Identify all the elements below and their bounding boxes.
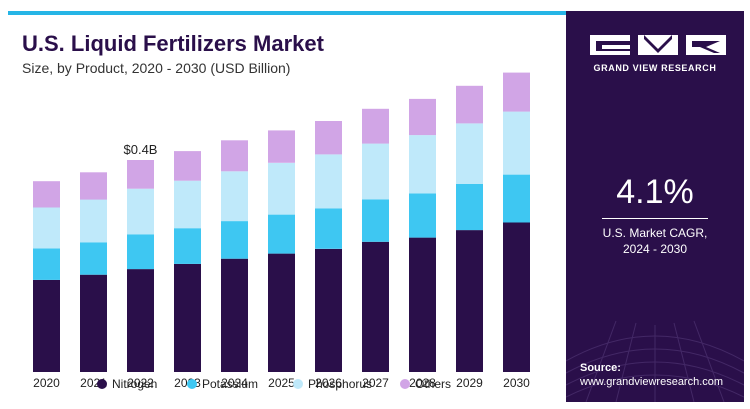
source-label: Source: (580, 362, 621, 374)
bar-others-2025 (268, 130, 295, 163)
chart-panel: U.S. Liquid Fertilizers Market Size, by … (8, 11, 566, 402)
bar-potassium-2023 (174, 228, 201, 264)
bar-others-2021 (80, 172, 107, 200)
bar-potassium-2026 (315, 208, 342, 249)
bar-nitrogen-2021 (80, 274, 107, 372)
chart-title: U.S. Liquid Fertilizers Market (22, 31, 324, 56)
bar-phosphorus-2021 (80, 199, 107, 243)
bar-others-2026 (315, 121, 342, 155)
bar-phosphorus-2020 (33, 207, 60, 249)
legend-label-phosphorus: Phosphorus (308, 377, 372, 391)
chart-subtitle: Size, by Product, 2020 - 2030 (USD Billi… (22, 60, 291, 76)
bar-nitrogen-2022 (127, 269, 154, 372)
bar-potassium-2022 (127, 234, 154, 270)
x-tick-label: 2029 (456, 376, 483, 390)
bar-nitrogen-2027 (362, 241, 389, 372)
bar-phosphorus-2023 (174, 180, 201, 229)
bar-others-2024 (221, 140, 248, 172)
bar-phosphorus-2027 (362, 143, 389, 200)
bar-phosphorus-2026 (315, 154, 342, 209)
x-tick-label: 2022 (127, 376, 154, 390)
x-tick-label: 2026 (315, 376, 342, 390)
bar-others-2022 (127, 160, 154, 189)
legend-swatch-nitrogen (97, 379, 107, 389)
bar-others-2028 (409, 98, 436, 136)
bar-potassium-2020 (33, 248, 60, 280)
bar-potassium-2029 (456, 184, 483, 231)
x-tick-label: 2025 (268, 376, 295, 390)
bar-phosphorus-2022 (127, 188, 154, 235)
legend: Nitrogen Potassium Phosphorus Others (97, 377, 451, 391)
bar-phosphorus-2025 (268, 162, 295, 215)
bar-others-2020 (33, 181, 60, 208)
bar-nitrogen-2023 (174, 263, 201, 372)
legend-label-others: Others (415, 377, 451, 391)
bar-nitrogen-2028 (409, 237, 436, 372)
x-tick-label: 2020 (33, 376, 60, 390)
brand-name: GRAND VIEW RESEARCH (593, 63, 717, 73)
bar-potassium-2021 (80, 242, 107, 275)
x-tick-label: 2028 (409, 376, 436, 390)
brand-panel: GRAND VIEW RESEARCH 4.1% U.S. Market CAG… (566, 11, 744, 402)
cagr-divider (602, 218, 708, 219)
bar-nitrogen-2024 (221, 258, 248, 372)
legend-swatch-phosphorus (293, 379, 303, 389)
bar-nitrogen-2029 (456, 230, 483, 372)
bar-nitrogen-2020 (33, 279, 60, 372)
bar-potassium-2030 (503, 174, 530, 223)
bar-nitrogen-2030 (503, 222, 530, 372)
x-tick-label: 2024 (221, 376, 248, 390)
bar-phosphorus-2028 (409, 135, 436, 194)
bar-potassium-2025 (268, 214, 295, 254)
bar-others-2029 (456, 85, 483, 124)
cagr-value: 4.1% (616, 173, 694, 211)
bar-phosphorus-2030 (503, 111, 530, 175)
bar-nitrogen-2026 (315, 248, 342, 372)
x-tick-labels: 2020202120222023202420252026202720282029… (33, 376, 530, 390)
decorative-grid (566, 320, 744, 402)
cagr-label-line2: 2024 - 2030 (622, 242, 688, 256)
grand-view-research-logo (590, 35, 726, 55)
bar-nitrogen-2025 (268, 253, 295, 372)
bar-others-2023 (174, 151, 201, 181)
legend-swatch-others (400, 379, 410, 389)
bar-others-2027 (362, 108, 389, 144)
cagr-label-line1: U.S. Market CAGR, (602, 226, 708, 240)
bar-potassium-2028 (409, 193, 436, 238)
legend-label-nitrogen: Nitrogen (112, 377, 157, 391)
cagr-label: U.S. Market CAGR, 2024 - 2030 (566, 225, 744, 257)
legend-label-potassium: Potassium (202, 377, 258, 391)
bar-potassium-2027 (362, 199, 389, 242)
bar-phosphorus-2029 (456, 123, 483, 184)
legend-swatch-potassium (187, 379, 197, 389)
bar-potassium-2024 (221, 221, 248, 259)
source-url[interactable]: www.grandviewresearch.com (580, 376, 724, 388)
bars-layer (33, 72, 530, 372)
x-tick-label: 2030 (503, 376, 530, 390)
annotations-layer: $0.4B (124, 142, 158, 157)
stacked-bar-chart: $0.4B 2020202120222023202420252026202720… (33, 72, 530, 391)
bar-phosphorus-2024 (221, 171, 248, 222)
data-label: $0.4B (124, 142, 158, 157)
bar-others-2030 (503, 72, 530, 112)
x-tick-label: 2027 (362, 376, 389, 390)
